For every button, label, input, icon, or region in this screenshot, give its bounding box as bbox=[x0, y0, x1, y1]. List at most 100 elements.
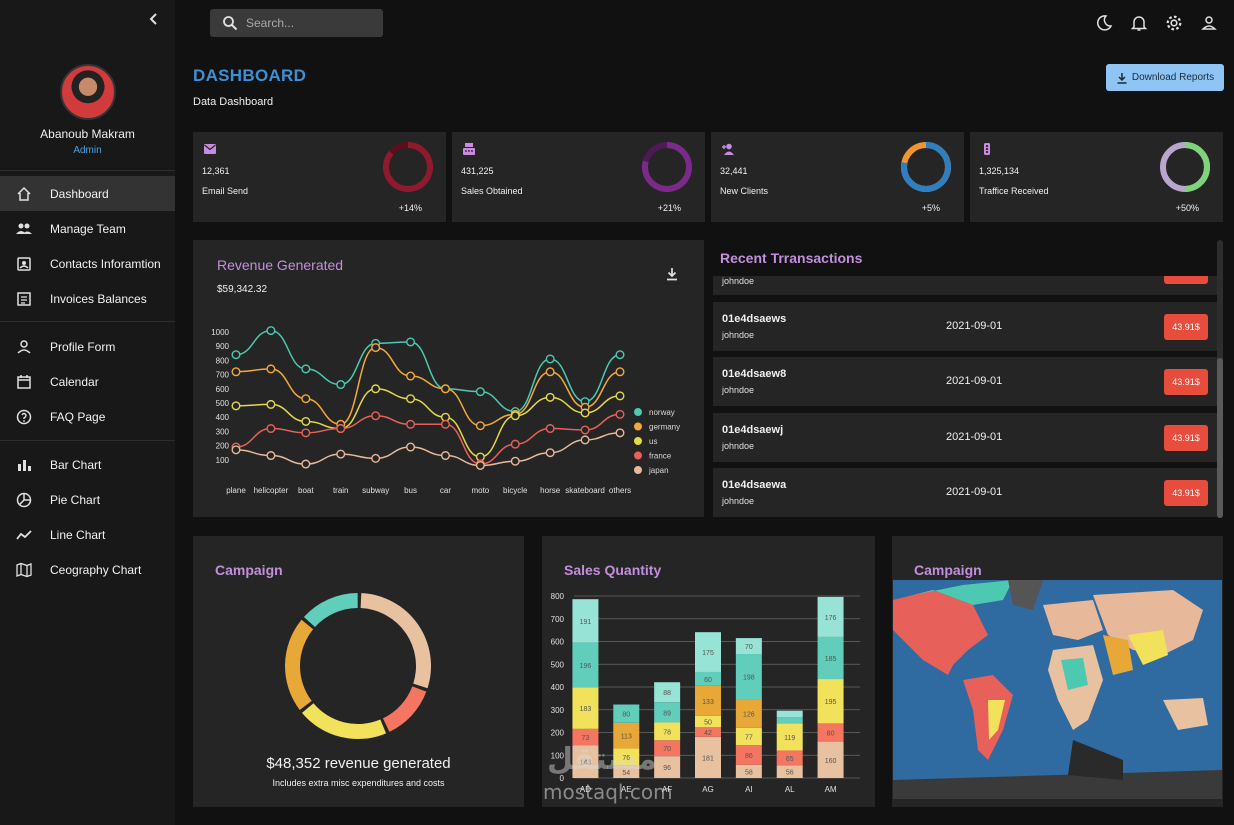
transaction-date: 2021-09-01 bbox=[946, 320, 1003, 332]
transaction-cost-badge bbox=[1164, 276, 1208, 284]
stat-label: Traffice Received bbox=[979, 186, 1049, 196]
transactions-header bbox=[711, 240, 1216, 276]
x-tick-label: boat bbox=[298, 486, 314, 495]
transaction-row[interactable]: 01e4dsaewa johndoe 2021-09-01 43.91$ bbox=[713, 468, 1217, 517]
campaign-revenue: $48,352 revenue generated bbox=[266, 755, 451, 772]
stat-card-clients: 32,441 New Clients +5% bbox=[711, 132, 964, 222]
x-tick-label: AM bbox=[825, 785, 837, 794]
series-line-norway bbox=[235, 329, 621, 413]
data-point bbox=[231, 367, 241, 377]
user-role: Admin bbox=[73, 145, 102, 156]
transaction-row[interactable]: 01e4dsaew8 johndoe 2021-09-01 43.91$ bbox=[713, 357, 1217, 406]
divider bbox=[0, 170, 175, 171]
dark-mode-icon[interactable] bbox=[1095, 14, 1113, 32]
sidebar-item-label: Manage Team bbox=[50, 221, 126, 236]
legend-label: france bbox=[649, 452, 672, 461]
bar-data-label: 96 bbox=[663, 765, 671, 772]
pie-slice bbox=[301, 703, 387, 739]
scrollbar-thumb[interactable] bbox=[1217, 358, 1223, 518]
sidebar-item-label: Contacts Inforamtion bbox=[50, 256, 161, 271]
transaction-row[interactable]: johndoe bbox=[713, 276, 1217, 295]
collapse-sidebar-button[interactable] bbox=[146, 12, 162, 32]
sidebar-item-contacts[interactable]: Contacts Inforamtion bbox=[0, 246, 175, 281]
data-point bbox=[336, 449, 346, 459]
data-point bbox=[231, 401, 241, 411]
data-point bbox=[510, 456, 520, 466]
sales-card: Sales Quantity 0 100 200 300 400 500 600 700 800… bbox=[542, 536, 875, 807]
campaign-card: Campaign $48,352 revenue generated Inclu… bbox=[193, 536, 524, 807]
download-icon[interactable] bbox=[665, 267, 679, 281]
bar-segment bbox=[695, 671, 721, 686]
bar-data-label: 50 bbox=[704, 720, 712, 727]
bar-data-label: 143 bbox=[580, 760, 592, 767]
search-box[interactable] bbox=[210, 9, 383, 37]
bar-segment bbox=[695, 685, 721, 716]
data-point bbox=[406, 419, 416, 429]
bar-segment bbox=[572, 687, 599, 729]
transaction-cost-badge: 43.91$ bbox=[1164, 314, 1208, 340]
bar-data-label: 70 bbox=[663, 746, 671, 753]
calendar-icon bbox=[16, 374, 32, 390]
stat-label: Sales Obtained bbox=[461, 186, 523, 196]
series-line-us bbox=[235, 388, 621, 458]
sidebar-item-profile-form[interactable]: Profile Form bbox=[0, 329, 175, 364]
sidebar-item-dashboard[interactable]: Dashboard bbox=[0, 176, 175, 211]
search-input[interactable] bbox=[246, 16, 366, 30]
download-reports-button[interactable]: Download Reports bbox=[1106, 64, 1224, 91]
data-point bbox=[580, 425, 590, 435]
data-point bbox=[545, 354, 555, 364]
data-point bbox=[545, 424, 555, 434]
bar-segment bbox=[735, 745, 762, 765]
transaction-id: 01e4dsaewa bbox=[722, 479, 787, 491]
bar-data-label: 198 bbox=[743, 675, 755, 682]
x-tick-label: AL bbox=[785, 785, 795, 794]
scrollbar[interactable] bbox=[1217, 240, 1223, 518]
transaction-date: 2021-09-01 bbox=[946, 486, 1003, 498]
data-point bbox=[301, 459, 311, 469]
bar-data-label: 60 bbox=[704, 677, 712, 684]
bar-segment bbox=[572, 599, 599, 643]
transaction-row[interactable]: 01e4dsaews johndoe 2021-09-01 43.91$ bbox=[713, 302, 1217, 351]
sidebar-item-line-chart[interactable]: Line Chart bbox=[0, 517, 175, 552]
bar-segment bbox=[735, 638, 762, 655]
sidebar-item-faq[interactable]: FAQ Page bbox=[0, 399, 175, 434]
sidebar-item-geography-chart[interactable]: Ceography Chart bbox=[0, 552, 175, 587]
sidebar-item-label: Line Chart bbox=[50, 527, 106, 542]
bar-data-label: 126 bbox=[743, 711, 755, 718]
transaction-row[interactable]: 01e4dsaewj johndoe 2021-09-01 43.91$ bbox=[713, 413, 1217, 462]
notifications-icon[interactable] bbox=[1130, 14, 1148, 32]
stat-value: 1,325,134 bbox=[979, 166, 1020, 176]
bar-segment bbox=[695, 736, 721, 778]
data-point bbox=[266, 326, 276, 336]
pie-chart-icon bbox=[16, 492, 32, 508]
sidebar-item-calendar[interactable]: Calendar bbox=[0, 364, 175, 399]
data-point bbox=[615, 350, 625, 360]
data-point bbox=[440, 451, 450, 461]
stat-card-sales: 431,225 Sales Obtained +21% bbox=[452, 132, 705, 222]
bar-segment bbox=[817, 723, 844, 742]
data-point bbox=[406, 337, 416, 347]
transaction-date: 2021-09-01 bbox=[946, 375, 1003, 387]
bar-segment bbox=[735, 727, 762, 746]
data-point bbox=[371, 384, 381, 394]
settings-icon[interactable] bbox=[1165, 14, 1183, 32]
sidebar-item-manage-team[interactable]: Manage Team bbox=[0, 211, 175, 246]
sidebar-item-label: FAQ Page bbox=[50, 409, 106, 424]
y-tick-label: 1000 bbox=[211, 328, 229, 337]
sidebar-item-pie-chart[interactable]: Pie Chart bbox=[0, 482, 175, 517]
data-point bbox=[440, 384, 450, 394]
sidebar-item-invoices[interactable]: Invoices Balances bbox=[0, 281, 175, 316]
person-icon[interactable] bbox=[1200, 14, 1218, 32]
y-tick-label: 700 bbox=[551, 615, 565, 624]
legend-swatch bbox=[634, 451, 642, 460]
avatar[interactable] bbox=[60, 64, 116, 120]
bar-segment bbox=[613, 765, 640, 778]
sidebar-item-bar-chart[interactable]: Bar Chart bbox=[0, 447, 175, 482]
data-point bbox=[231, 350, 241, 360]
transaction-user: johndoe bbox=[722, 496, 755, 506]
bar-data-label: 176 bbox=[825, 615, 837, 622]
legend-swatch bbox=[634, 437, 642, 445]
pie-slice bbox=[303, 593, 358, 628]
transaction-user: johndoe bbox=[722, 385, 755, 395]
bar-data-label: 160 bbox=[825, 758, 837, 765]
